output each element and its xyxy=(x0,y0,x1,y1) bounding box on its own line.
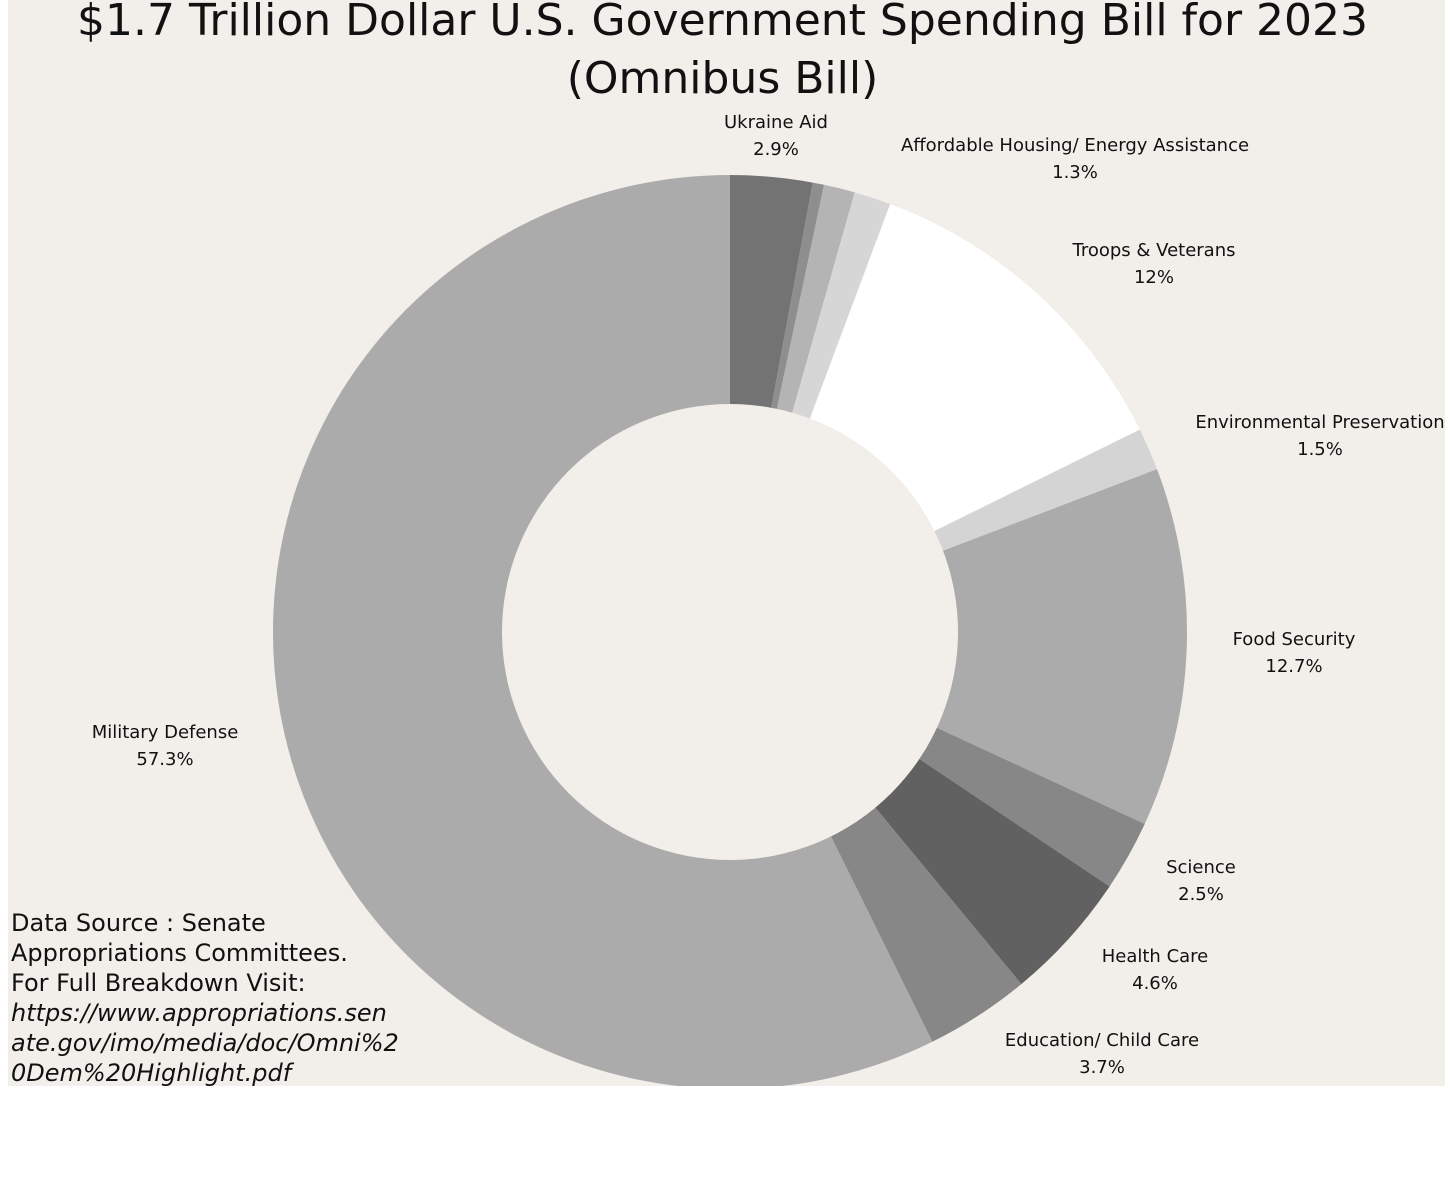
source-line-1: Data Source : Senate xyxy=(11,909,266,937)
label-name-affordable-housing-energy-assistance: Affordable Housing/ Energy Assistance xyxy=(901,135,1249,156)
label-name-ukraine-aid: Ukraine Aid xyxy=(724,112,828,133)
label-name-food-security: Food Security xyxy=(1233,629,1356,650)
slice-food-security xyxy=(730,469,1188,824)
label-value-troops-veterans: 12% xyxy=(1134,267,1174,288)
donut-hole xyxy=(502,404,958,860)
source-line-3: For Full Breakdown Visit: xyxy=(11,969,306,997)
chart-title: $1.7 Trillion Dollar U.S. Government Spe… xyxy=(0,0,1445,108)
label-health-care: Health Care 4.6% xyxy=(1102,946,1209,994)
source-url-link[interactable]: https://www.appropriations.senate.gov/im… xyxy=(11,999,399,1087)
label-affordable-housing-energy-assistance: Affordable Housing/ Energy Assistance 1.3… xyxy=(901,135,1249,183)
label-value-science: 2.5% xyxy=(1178,884,1224,905)
chart-title-line-2: (Omnibus Bill) xyxy=(566,53,879,104)
label-name-military-defense: Military Defense xyxy=(92,722,239,743)
slice-labels: Ukraine Aid 2.9% Affordable Housing/ Energ… xyxy=(92,112,1445,1078)
label-value-military-defense: 57.3% xyxy=(136,749,193,770)
label-name-troops-veterans: Troops & Veterans xyxy=(1071,240,1235,261)
label-value-education-child-care: 3.7% xyxy=(1079,1057,1125,1078)
source-line-2: Appropriations Committees. xyxy=(11,939,348,967)
label-science: Science 2.5% xyxy=(1166,857,1236,905)
label-name-education-child-care: Education/ Child Care xyxy=(1005,1030,1199,1051)
donut-chart: Ukraine Aid 2.9% Affordable Housing/ Energ… xyxy=(92,112,1445,1086)
label-name-environmental-preservation: Environmental Preservation xyxy=(1195,412,1444,433)
label-value-affordable-housing-energy-assistance: 1.3% xyxy=(1052,162,1098,183)
label-name-health-care: Health Care xyxy=(1102,946,1209,967)
chart-title-line-1: $1.7 Trillion Dollar U.S. Government Spe… xyxy=(77,0,1368,46)
label-value-environmental-preservation: 1.5% xyxy=(1297,439,1343,460)
data-source-note: Data Source : Senate Appropriations Comm… xyxy=(11,908,401,1088)
label-ukraine-aid: Ukraine Aid 2.9% xyxy=(724,112,828,160)
label-environmental-preservation: Environmental Preservation 1.5% xyxy=(1195,412,1444,460)
label-value-food-security: 12.7% xyxy=(1265,656,1322,677)
label-value-ukraine-aid: 2.9% xyxy=(753,139,799,160)
label-value-health-care: 4.6% xyxy=(1132,973,1178,994)
label-troops-veterans: Troops & Veterans 12% xyxy=(1071,240,1235,288)
label-name-science: Science xyxy=(1166,857,1236,878)
label-military-defense: Military Defense 57.3% xyxy=(92,722,239,770)
label-food-security: Food Security 12.7% xyxy=(1233,629,1356,677)
label-education-child-care: Education/ Child Care 3.7% xyxy=(1005,1030,1199,1078)
